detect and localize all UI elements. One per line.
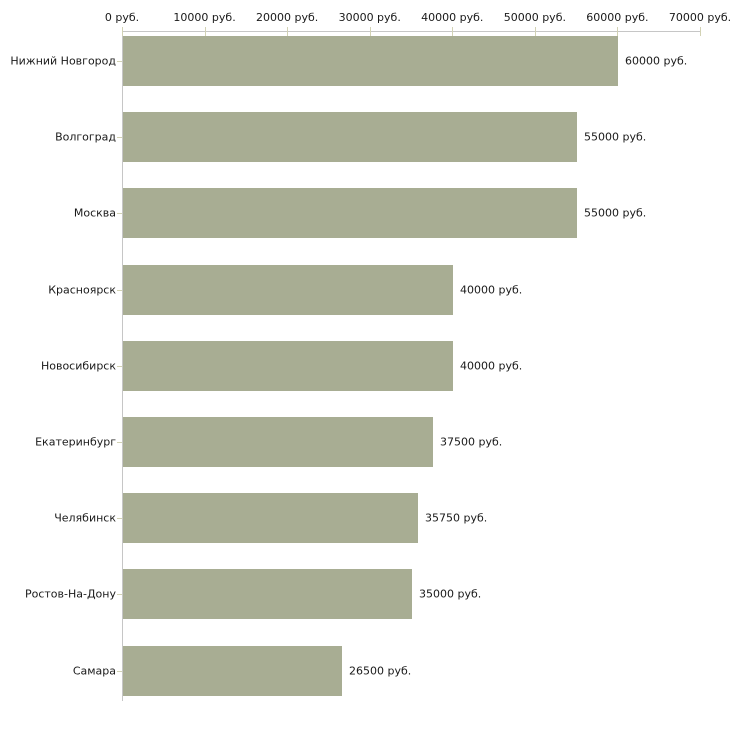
x-tick-mark [617,27,619,36]
x-tick-label: 50000 руб. [503,11,566,24]
x-tick-label: 20000 руб. [256,11,319,24]
x-tick-mark [287,27,289,36]
category-label: Москва [73,206,116,220]
bar-value-label: 35000 руб. [419,587,482,601]
x-tick-mark [369,27,371,36]
category-label: Волгоград [55,130,116,144]
x-tick-label: 10000 руб. [173,11,236,24]
y-tick-mark [117,137,122,139]
y-tick-mark [117,365,122,367]
x-axis-line [122,31,701,32]
bar-value-label: 40000 руб. [460,359,523,373]
category-label: Красноярск [48,283,116,297]
bar-value-label: 55000 руб. [584,130,647,144]
plot-area: 60000 руб. 55000 руб. 55000 руб. 40000 руб.… [123,31,701,701]
x-tick-mark [204,27,206,36]
bar-value-label: 26500 руб. [349,664,412,678]
x-tick-label: 0 руб. [104,11,140,24]
bar-value-label: 40000 руб. [460,283,523,297]
bar-value-label: 37500 руб. [440,435,503,449]
y-tick-mark [117,594,122,596]
bar [123,340,453,391]
x-tick-label: 70000 руб. [668,11,730,24]
x-tick-mark [534,27,536,36]
x-tick-label: 60000 руб. [586,11,649,24]
x-tick-mark [700,27,701,36]
y-tick-mark [117,289,122,291]
bar [123,493,418,544]
bar [123,417,433,467]
x-tick-label: 40000 руб. [421,11,484,24]
bar-value-label: 55000 руб. [584,206,647,220]
category-label: Екатеринбург [35,435,116,449]
bar-value-label: 35750 руб. [425,511,488,525]
x-tick-mark [122,27,123,36]
category-label: Ростов-На-Дону [24,587,116,601]
y-axis-line [122,31,123,701]
category-label: Новосибирск [40,359,116,373]
bar [123,188,577,239]
category-label: Нижний Новгород [10,54,116,68]
y-tick-mark [117,442,122,443]
category-label: Самара [72,664,116,678]
x-tick-label: 30000 руб. [338,11,401,24]
bar [123,569,412,620]
bar [123,264,453,315]
y-tick-mark [117,670,122,672]
x-tick-mark [452,27,454,36]
bar [123,112,577,163]
bar [123,36,618,86]
y-tick-mark [117,518,122,520]
bar-value-label: 60000 руб. [625,54,688,68]
y-tick-mark [117,213,122,215]
bar [123,645,342,696]
category-label: Челябинск [54,511,116,525]
y-tick-mark [117,61,122,62]
